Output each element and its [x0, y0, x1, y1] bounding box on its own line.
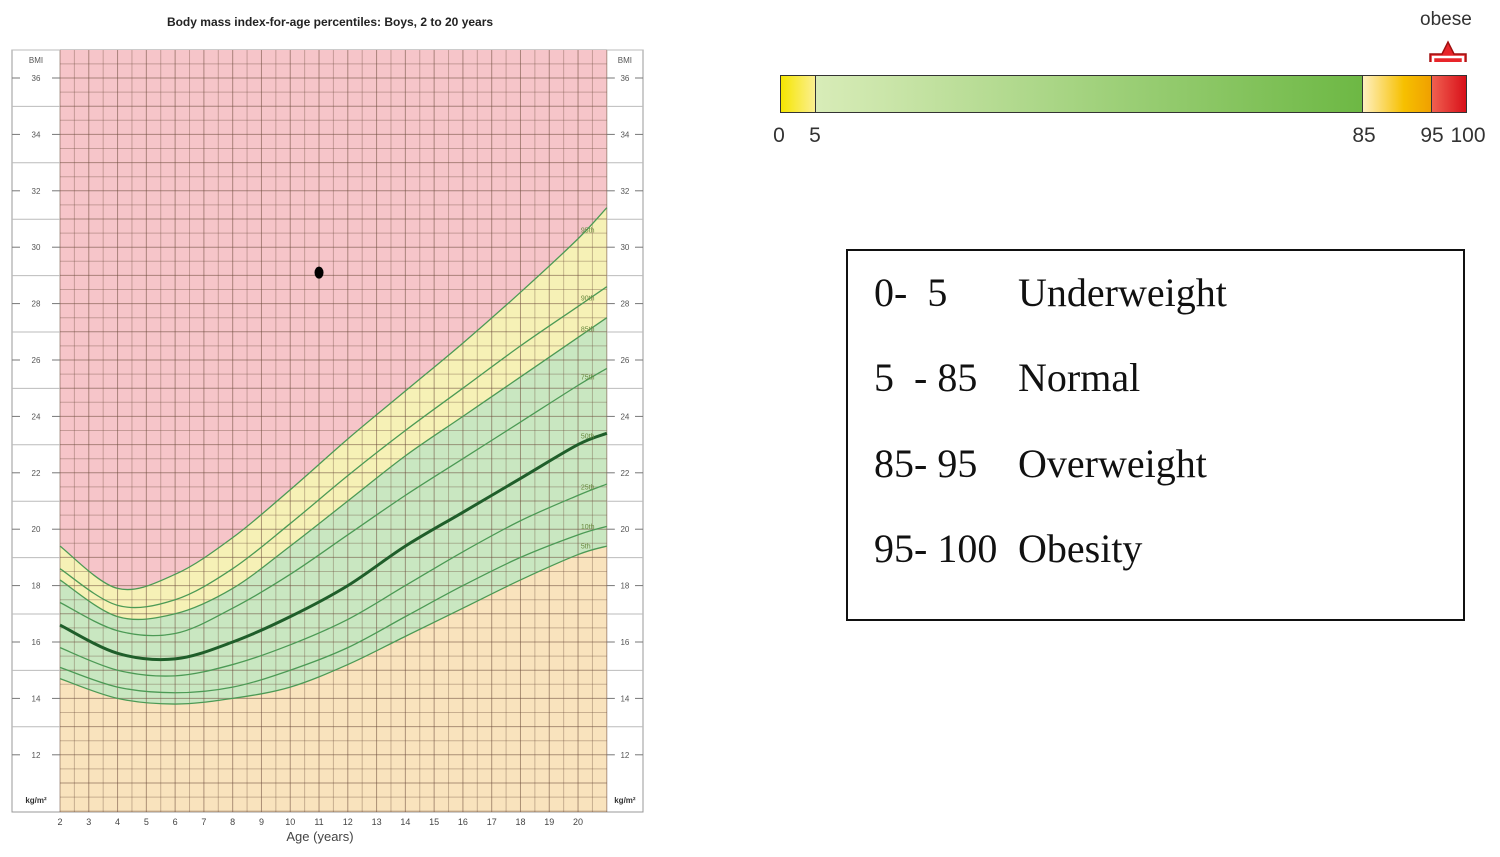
- y-tick-label: 14: [620, 694, 629, 703]
- percentile-curve-85th: [59, 317, 608, 621]
- x-tick-label: 16: [458, 817, 468, 827]
- x-tick-label: 2: [57, 817, 62, 827]
- y-tick-label: 22: [620, 469, 629, 478]
- percentile-label: 75th: [581, 374, 595, 381]
- y-tick-label: 30: [32, 243, 41, 252]
- y-axis-label: BMI: [29, 56, 43, 65]
- y-tick-label: 36: [32, 74, 41, 83]
- x-tick-label: 12: [343, 817, 353, 827]
- legend-row: 85- 95 Overweight: [874, 440, 1207, 487]
- x-tick-label: 13: [372, 817, 382, 827]
- x-tick-label: 8: [230, 817, 235, 827]
- x-tick-label: 5: [144, 817, 149, 827]
- y-tick-label: 24: [32, 412, 41, 421]
- y-tick-label: 34: [620, 130, 629, 139]
- x-tick-label: 4: [115, 817, 120, 827]
- y-tick-label: 26: [32, 356, 41, 365]
- bar-tick: 5: [809, 124, 821, 147]
- y-tick-label: 20: [620, 525, 629, 534]
- x-tick-label: 10: [285, 817, 295, 827]
- legend-row: 5 - 85 Normal: [874, 354, 1140, 401]
- bar-tick: 85: [1352, 124, 1376, 147]
- legend-row: 0- 5 Underweight: [874, 269, 1227, 316]
- percentile-label: 50th: [581, 434, 595, 441]
- y-tick-label: 12: [32, 751, 41, 760]
- bar-overweight: [1362, 75, 1432, 113]
- percentile-curve-75th: [59, 367, 608, 637]
- x-tick-label: 7: [201, 817, 206, 827]
- percentile-curve-10th: [59, 525, 608, 694]
- data-point: [314, 266, 324, 279]
- legend-label: Obesity: [1018, 526, 1143, 571]
- y-unit-label: kg/m²: [25, 796, 47, 805]
- percentile-curve-90th: [59, 286, 608, 609]
- legend-range: 5 - 85: [874, 355, 978, 400]
- x-tick-label: 19: [544, 817, 554, 827]
- y-tick-label: 34: [32, 130, 41, 139]
- y-unit-label: kg/m²: [614, 796, 636, 805]
- percentile-label: 85th: [581, 326, 595, 333]
- y-tick-label: 16: [32, 638, 41, 647]
- percentile-curve-25th: [59, 483, 608, 677]
- zone-underweight: [60, 546, 607, 812]
- y-tick-label: 28: [32, 300, 41, 309]
- zone-normal: [60, 317, 607, 705]
- percentile-label: 5th: [581, 544, 591, 551]
- legend-label: Normal: [1018, 355, 1141, 400]
- obese-bracket-icon: [1429, 40, 1467, 64]
- bar-obese: [1431, 75, 1467, 113]
- x-tick-label: 11: [314, 817, 323, 827]
- bmi-chart: 5th 10th 25th 50th 75th 85th 90th 95th 12 14 16 18 2…: [11, 49, 644, 827]
- x-tick-label: 20: [573, 817, 583, 827]
- percentile-label: 90th: [581, 295, 595, 302]
- y-tick-label: 36: [620, 74, 629, 83]
- x-tick-label: 6: [173, 817, 178, 827]
- bar-underweight: [780, 75, 816, 113]
- y-axis-label: BMI: [618, 56, 632, 65]
- y-tick-label: 18: [620, 582, 629, 591]
- legend-box: 0- 5 Underweight 5 - 85 Normal 85- 95 Overw…: [846, 249, 1465, 621]
- percentile-label: 25th: [581, 484, 595, 491]
- x-tick-label: 14: [400, 817, 410, 827]
- y-tick-label: 14: [32, 694, 41, 703]
- chart-title: Body mass index-for-age percentiles: Boy…: [166, 15, 494, 29]
- x-tick-label: 9: [259, 817, 264, 827]
- percentile-label: 95th: [581, 228, 595, 235]
- x-tick-label: 17: [487, 817, 497, 827]
- x-axis-label: Age (years): [286, 829, 354, 844]
- x-tick-label: 15: [429, 817, 439, 827]
- obese-label: obese: [1420, 9, 1472, 30]
- y-tick-label: 22: [32, 469, 41, 478]
- bar-tick: 100: [1450, 124, 1486, 147]
- y-tick-label: 20: [32, 525, 41, 534]
- percentile-curve-95th: [59, 207, 608, 591]
- legend-range: 95- 100: [874, 526, 998, 571]
- y-tick-label: 16: [620, 638, 629, 647]
- y-tick-label: 18: [32, 582, 41, 591]
- legend-range: 85- 95: [874, 441, 978, 486]
- x-tick-label: 18: [515, 817, 525, 827]
- y-tick-label: 28: [620, 300, 629, 309]
- y-tick-label: 12: [620, 751, 629, 760]
- percentile-curve-5th: [59, 545, 608, 705]
- y-tick-label: 30: [620, 243, 629, 252]
- y-tick-label: 26: [620, 356, 629, 365]
- percentile-curve-50th: [59, 431, 608, 662]
- legend-label: Underweight: [1018, 270, 1227, 315]
- x-tick-label: 3: [86, 817, 91, 827]
- bar-tick: 95: [1420, 124, 1444, 147]
- y-tick-label: 24: [620, 412, 629, 421]
- bar-normal: [815, 75, 1363, 113]
- y-tick-label: 32: [620, 187, 629, 196]
- legend-range: 0- 5: [874, 270, 948, 315]
- legend-label: Overweight: [1018, 441, 1207, 486]
- percentile-label: 10th: [581, 524, 595, 531]
- bar-tick: 0: [773, 124, 785, 147]
- y-tick-label: 32: [32, 187, 41, 196]
- legend-row: 95- 100 Obesity: [874, 525, 1142, 572]
